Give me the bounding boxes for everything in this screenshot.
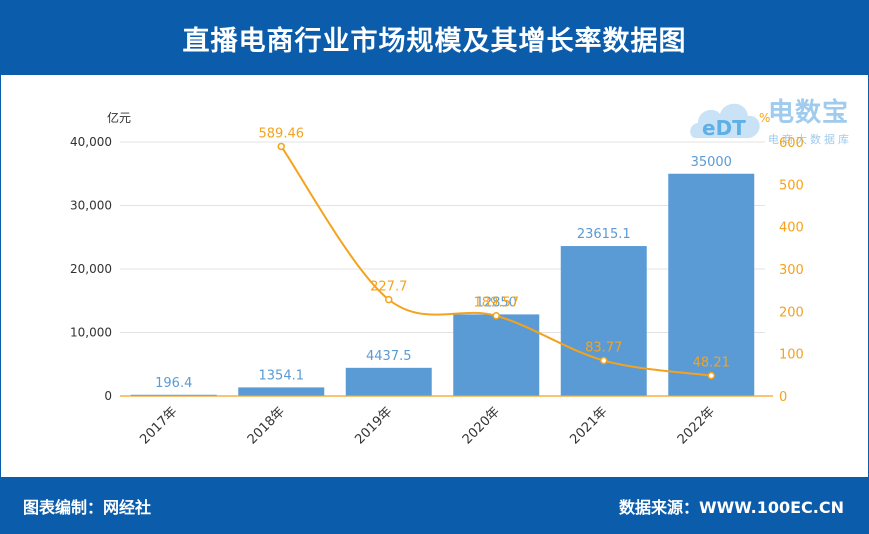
logo-subtitle: 电商大数据库	[768, 133, 852, 146]
footer-compiler: 图表编制：网经社	[23, 498, 152, 517]
footer-source: 数据来源：WWW.100EC.CN	[618, 498, 844, 517]
logo-name: 电数宝	[768, 98, 850, 128]
footer-bar: 图表编制：网经社 数据来源：WWW.100EC.CN	[1, 477, 868, 533]
logo-badge: eDT	[702, 116, 746, 140]
title-bar: 直播电商行业市场规模及其增长率数据图	[1, 1, 868, 75]
edt-cloud-logo-icon: eDT	[690, 103, 760, 140]
chart-title: 直播电商行业市场规模及其增长率数据图	[182, 25, 687, 57]
